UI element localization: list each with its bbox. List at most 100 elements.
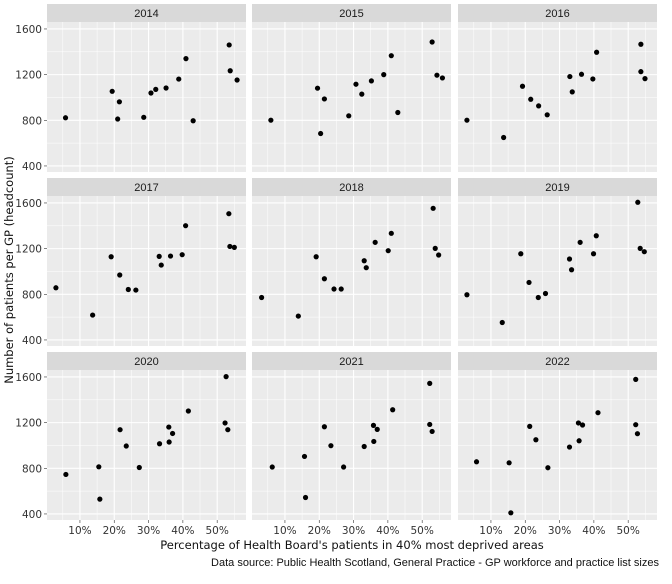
x-tick-label: 10% xyxy=(479,525,502,537)
facet-strip xyxy=(47,352,246,370)
data-point xyxy=(115,116,121,122)
data-point xyxy=(338,286,344,292)
panel-background xyxy=(458,22,657,172)
data-point xyxy=(321,96,327,102)
facet-strip-label: 2020 xyxy=(134,356,158,368)
facet-panel-2019: 2019 xyxy=(458,178,657,346)
data-point xyxy=(90,312,96,318)
y-tick-label: 400 xyxy=(22,161,42,173)
data-point xyxy=(595,410,601,416)
data-point xyxy=(141,114,147,120)
data-point xyxy=(642,76,648,82)
data-point xyxy=(637,245,643,251)
data-point xyxy=(179,252,185,258)
data-point xyxy=(346,113,352,119)
data-point xyxy=(374,426,380,432)
data-point xyxy=(542,290,549,297)
data-point xyxy=(576,438,582,444)
data-point xyxy=(231,244,237,250)
data-point xyxy=(222,420,228,426)
data-point xyxy=(536,103,542,109)
facet-strip-label: 2021 xyxy=(339,356,363,368)
x-tick-label: 30% xyxy=(342,525,365,537)
data-point xyxy=(361,258,367,264)
x-tick-label: 40% xyxy=(171,525,194,537)
facet-strip-label: 2018 xyxy=(339,182,363,194)
data-point xyxy=(313,254,319,260)
data-point xyxy=(314,85,321,91)
data-point xyxy=(577,239,583,245)
y-tick-label: 800 xyxy=(22,289,42,301)
data-point xyxy=(501,134,507,141)
data-point xyxy=(633,422,639,428)
data-point xyxy=(302,494,309,501)
data-point xyxy=(234,77,240,83)
facet-strip-label: 2022 xyxy=(545,356,569,368)
data-point xyxy=(388,230,394,236)
data-point xyxy=(136,464,142,471)
data-point xyxy=(464,117,470,123)
data-point xyxy=(535,294,541,301)
x-axis-title: Percentage of Health Board's patients in… xyxy=(160,538,544,552)
data-point xyxy=(528,96,534,102)
data-point xyxy=(226,42,232,48)
facet-strip-label: 2015 xyxy=(339,8,363,20)
facet-panel-2016: 2016 xyxy=(458,4,657,172)
data-point xyxy=(372,239,378,245)
data-point xyxy=(341,464,347,470)
x-tick-label: 20% xyxy=(308,525,331,537)
data-point xyxy=(123,443,129,449)
data-point xyxy=(148,90,154,96)
data-point xyxy=(568,267,575,273)
panel-background xyxy=(47,370,246,520)
data-point xyxy=(167,253,174,259)
data-point xyxy=(638,69,644,75)
y-tick-label: 1200 xyxy=(15,244,42,256)
data-point xyxy=(363,265,369,271)
facet-strip xyxy=(458,178,657,196)
data-point xyxy=(390,407,396,413)
x-tick-label: 10% xyxy=(68,525,91,537)
data-point xyxy=(133,287,139,293)
panel-background xyxy=(252,196,451,346)
x-tick-label: 40% xyxy=(582,525,605,537)
data-point xyxy=(578,71,585,77)
facet-panel-2014: 2014 400 800 1200 1600 xyxy=(15,4,246,173)
facet-panel-2018: 2018 xyxy=(252,178,451,346)
data-point xyxy=(381,72,387,78)
facet-panel-2020: 2020 400 800 1200 1600 10% 20% 30% 40% 50% xyxy=(15,352,246,537)
panel-background xyxy=(47,22,246,172)
data-point xyxy=(575,420,582,426)
y-tick-label: 1200 xyxy=(15,418,42,430)
facet-panels: 2014 400 800 1200 1600 2015 2016 2017 400 800 1200… xyxy=(15,4,657,537)
data-point xyxy=(566,256,573,262)
data-point xyxy=(432,245,438,251)
data-point xyxy=(526,279,532,286)
data-point xyxy=(153,86,159,92)
data-point xyxy=(590,251,597,257)
data-point xyxy=(518,251,524,257)
data-point xyxy=(429,39,435,45)
data-point xyxy=(125,286,131,293)
data-point xyxy=(318,130,324,137)
data-point xyxy=(641,249,647,255)
data-point xyxy=(156,253,162,259)
data-point xyxy=(301,453,308,460)
facet-strip-label: 2017 xyxy=(134,182,158,194)
data-point xyxy=(321,424,327,430)
facet-strip xyxy=(458,4,657,22)
facet-panel-2021: 2021 10% 20% 30% 40% 50% xyxy=(252,352,451,537)
y-axis-title: Number of patients per GP (headcount) xyxy=(2,156,16,384)
facet-strip xyxy=(252,4,451,22)
data-point xyxy=(388,53,394,59)
data-point xyxy=(635,199,641,205)
facet-strip xyxy=(47,4,246,22)
x-tick-label: 50% xyxy=(206,525,229,537)
data-point xyxy=(353,81,359,87)
data-point xyxy=(163,85,169,91)
data-point xyxy=(544,112,550,118)
facet-strip xyxy=(252,178,451,196)
data-point xyxy=(190,118,196,124)
data-point xyxy=(385,248,391,254)
